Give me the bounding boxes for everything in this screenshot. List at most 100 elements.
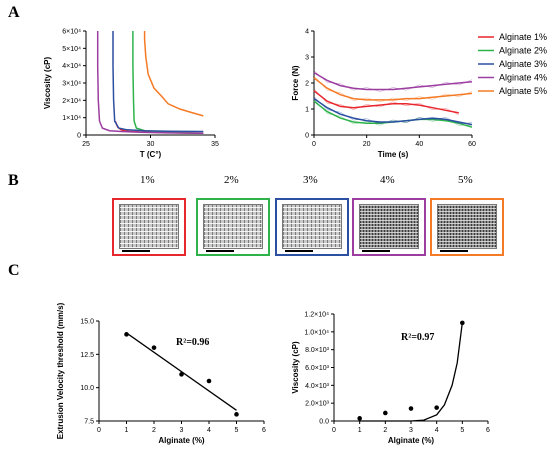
extrusion_velocity_threshold-y-tick-label: 15.0: [80, 319, 94, 326]
scaffold-grid: [437, 204, 497, 249]
force_vs_time-raw-trace-4: [313, 70, 473, 92]
scaffold-label: 5%: [458, 174, 473, 186]
panel-label-a: A: [8, 4, 20, 21]
scaffold-image: [196, 198, 270, 256]
extrusion_velocity_threshold-y-tick-label: 12.5: [80, 352, 94, 359]
force_vs_time-series-line-5: [313, 77, 473, 101]
viscosity_vs_alginate-data-point: [383, 410, 388, 416]
panel-label-c: C: [8, 262, 20, 279]
viscosity_vs_alginate-x-tick-label: 5: [460, 427, 464, 434]
force_vs_time-y-tick-label: 4: [305, 29, 309, 36]
scaffold-grid: [203, 204, 263, 249]
viscosity_vs_temperature-y-tick-label: 4×10⁴: [62, 63, 81, 70]
viscosity_vs_alginate-y-tick-label: 1.0×10⁴: [304, 329, 329, 336]
extrusion_velocity_threshold-data-point: [234, 412, 239, 417]
viscosity_vs_temperature-series-line-5: [143, 31, 204, 117]
viscosity_vs_alginate-data-point: [434, 405, 439, 410]
viscosity_vs_alginate-data-point: [357, 416, 362, 421]
extrusion_velocity_threshold-x-tick-label: 3: [180, 427, 184, 434]
viscosity_vs_temperature-y-tick-label: 5×10⁴: [62, 46, 81, 53]
viscosity_vs_temperature-x-tick-label: 30: [147, 141, 155, 148]
extrusion_velocity_threshold-data-point: [124, 332, 129, 337]
extrusion_velocity_threshold-data-point: [179, 372, 184, 377]
scale-bar: [122, 250, 150, 252]
viscosity_vs_temperature-y-tick-label: 0: [77, 133, 81, 140]
force_vs_time-legend-label-3: Alginate 3%: [499, 59, 547, 69]
extrusion_velocity_threshold-data-point: [151, 345, 157, 350]
viscosity_vs_alginate-x-tick-label: 4: [435, 427, 439, 434]
scaffold-label: 2%: [224, 174, 239, 186]
force_vs_time-legend-label-5: Alginate 5%: [499, 86, 547, 96]
viscosity_vs_temperature-y-axis-title: Viscosity (cP): [43, 57, 52, 110]
extrusion_velocity_threshold-y-tick-label: 7.5: [84, 419, 94, 426]
force_vs_time-raw-trace-1: [313, 88, 459, 116]
viscosity_vs_alginate-data-point: [460, 320, 465, 326]
scale-bar: [362, 250, 390, 252]
viscosity_vs_temperature-series-line-4: [96, 31, 204, 135]
viscosity_vs_alginate-x-axis-title: Alginate (%): [388, 436, 435, 445]
viscosity_vs_alginate-x-tick-label: 3: [409, 427, 413, 434]
force_vs_time-x-tick-label: 0: [312, 141, 316, 148]
force_vs_time-y-tick-label: 0: [305, 133, 309, 140]
extrusion_velocity_threshold-x-tick-label: 1: [125, 427, 129, 434]
viscosity_vs_alginate-x-tick-label: 6: [486, 427, 490, 434]
force_vs_time-y-tick-label: 2: [305, 81, 309, 88]
force_vs_time-raw-trace-3: [313, 96, 473, 125]
force_vs_time-x-tick-label: 20: [363, 141, 371, 148]
scaffold-label: 1%: [140, 174, 155, 186]
extrusion_velocity_threshold-x-axis-title: Alginate (%): [158, 436, 205, 445]
extrusion_velocity_threshold-y-axis-title: Extrusion Velocity threshold (mm/s): [56, 302, 65, 439]
viscosity_vs_temperature-y-tick-label: 1×10⁴: [62, 115, 81, 122]
viscosity_vs_temperature-y-tick-label: 2×10⁴: [62, 98, 81, 105]
scaffold-label: 3%: [303, 174, 318, 186]
viscosity_vs_alginate-y-tick-label: 8.0×10³: [305, 347, 330, 354]
viscosity_vs_alginate-y-axis-title: Viscosity (cP): [291, 341, 300, 394]
viscosity_vs_alginate-y-tick-label: 0.0: [319, 419, 329, 426]
scaffold-label: 4%: [380, 174, 395, 186]
force_vs_time-y-tick-label: 1: [305, 107, 309, 114]
extrusion_velocity_threshold-x-tick-label: 5: [235, 427, 239, 434]
extrusion_velocity_threshold-fit-line: [126, 332, 237, 411]
force_vs_time-series-line-1: [313, 90, 459, 114]
force_vs_time-x-tick-label: 40: [415, 141, 423, 148]
force_vs_time-y-tick-label: 3: [305, 55, 309, 62]
extrusion_velocity_threshold-x-tick-label: 4: [207, 427, 211, 434]
viscosity_vs_alginate-data-point: [408, 406, 414, 411]
scaffold-image: [430, 198, 504, 256]
force_vs_time-raw-trace-5: [313, 75, 473, 103]
extrusion_velocity_threshold-y-tick-label: 10.0: [80, 385, 94, 392]
panel-label-b: B: [8, 172, 19, 189]
scaffold-image: [275, 198, 349, 256]
force_vs_time-legend-label-2: Alginate 2%: [499, 46, 547, 56]
scaffold-grid: [359, 204, 419, 249]
extrusion_velocity_threshold-x-tick-label: 2: [152, 427, 156, 434]
scale-bar: [440, 250, 468, 252]
extrusion_velocity_threshold-x-tick-label: 0: [97, 427, 101, 434]
viscosity_vs_alginate-x-tick-label: 1: [358, 427, 362, 434]
viscosity_vs_alginate-y-tick-label: 2.0×10³: [305, 401, 330, 408]
scaffold-image: [112, 198, 186, 256]
force_vs_time-series-line-4: [313, 71, 473, 91]
force_vs_time-legend-label-4: Alginate 4%: [499, 73, 547, 83]
scaffold-image: [352, 198, 426, 256]
scaffold-grid: [282, 204, 342, 249]
viscosity_vs_alginate-x-tick-label: 0: [332, 427, 336, 434]
viscosity_vs_temperature-series-line-2: [132, 31, 204, 135]
viscosity_vs_alginate-y-tick-label: 4.0×10³: [305, 383, 330, 390]
viscosity_vs_alginate-x-tick-label: 2: [383, 427, 387, 434]
viscosity_vs_temperature-series-line-3: [112, 31, 204, 133]
force_vs_time-x-tick-label: 60: [468, 141, 476, 148]
extrusion_velocity_threshold-data-point: [206, 378, 212, 384]
extrusion_velocity_threshold-x-tick-label: 6: [262, 427, 266, 434]
viscosity_vs_temperature-x-tick-label: 25: [82, 141, 90, 148]
scale-bar: [285, 250, 313, 252]
force_vs_time-series-line-3: [313, 97, 473, 126]
viscosity_vs_alginate-y-tick-label: 1.2×10⁴: [304, 312, 329, 319]
force_vs_time-legend-label-1: Alginate 1%: [499, 32, 547, 42]
viscosity_vs_alginate-r2-annotation: R²=0.97: [401, 332, 434, 343]
viscosity_vs_alginate-fit-line: [359, 322, 463, 422]
viscosity_vs_alginate-y-tick-label: 6.0×10³: [305, 365, 330, 372]
scaffold-grid: [119, 204, 179, 249]
force_vs_time-x-axis-title: Time (s): [378, 150, 409, 159]
